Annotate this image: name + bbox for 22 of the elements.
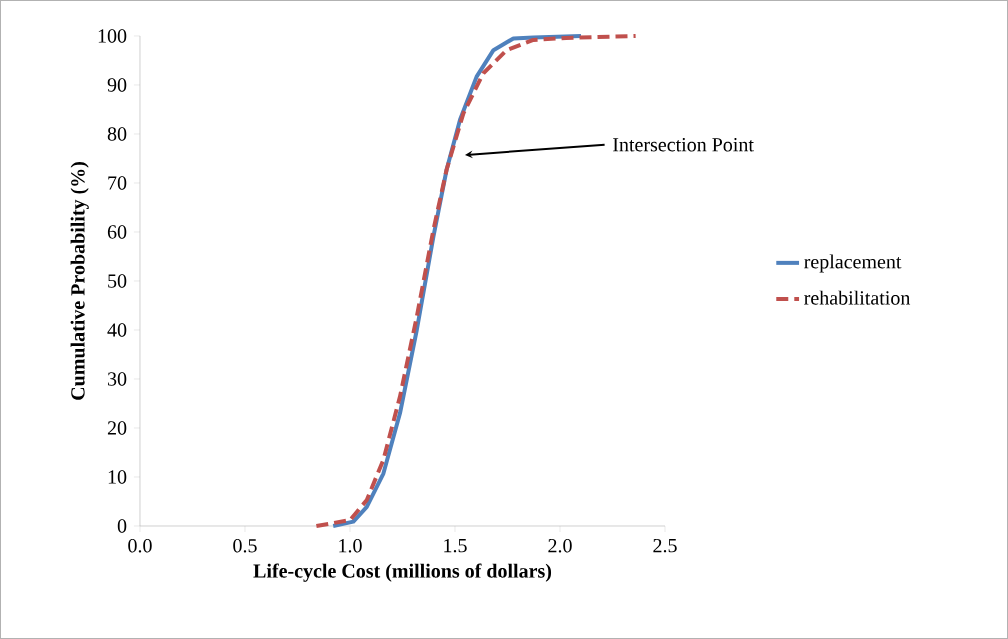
y-tick-label: 90 <box>107 78 127 92</box>
y-tick-label: 20 <box>107 421 127 435</box>
annotation: Intersection Point <box>613 138 754 152</box>
x-tick-label: 2.5 <box>653 538 677 553</box>
x-axis-title: Life-cycle Cost (millions of dollars) <box>253 563 552 582</box>
y-tick-label: 80 <box>107 127 127 141</box>
y-axis-title: Cumulative Probability (%) <box>70 162 89 400</box>
y-tick-label: 30 <box>108 372 127 386</box>
x-tick-label: 2.0 <box>548 538 572 553</box>
legend-label: rehabilitation <box>804 290 911 305</box>
y-tick-label: 0 <box>117 519 127 533</box>
x-tick-label: 1.0 <box>339 538 362 553</box>
x-tick-label: 0.0 <box>128 538 152 553</box>
y-tick-label: 70 <box>108 176 127 190</box>
y-tick-label: 100 <box>98 29 127 43</box>
y-tick-label: 60 <box>107 225 127 239</box>
legend-label: replacement <box>804 254 902 273</box>
y-tick-label: 50 <box>108 274 127 288</box>
x-tick-label: 1.5 <box>444 538 467 553</box>
y-tick-label: 40 <box>107 323 127 337</box>
x-tick-label: 0.5 <box>233 538 257 553</box>
y-tick-label: 10 <box>108 470 127 484</box>
